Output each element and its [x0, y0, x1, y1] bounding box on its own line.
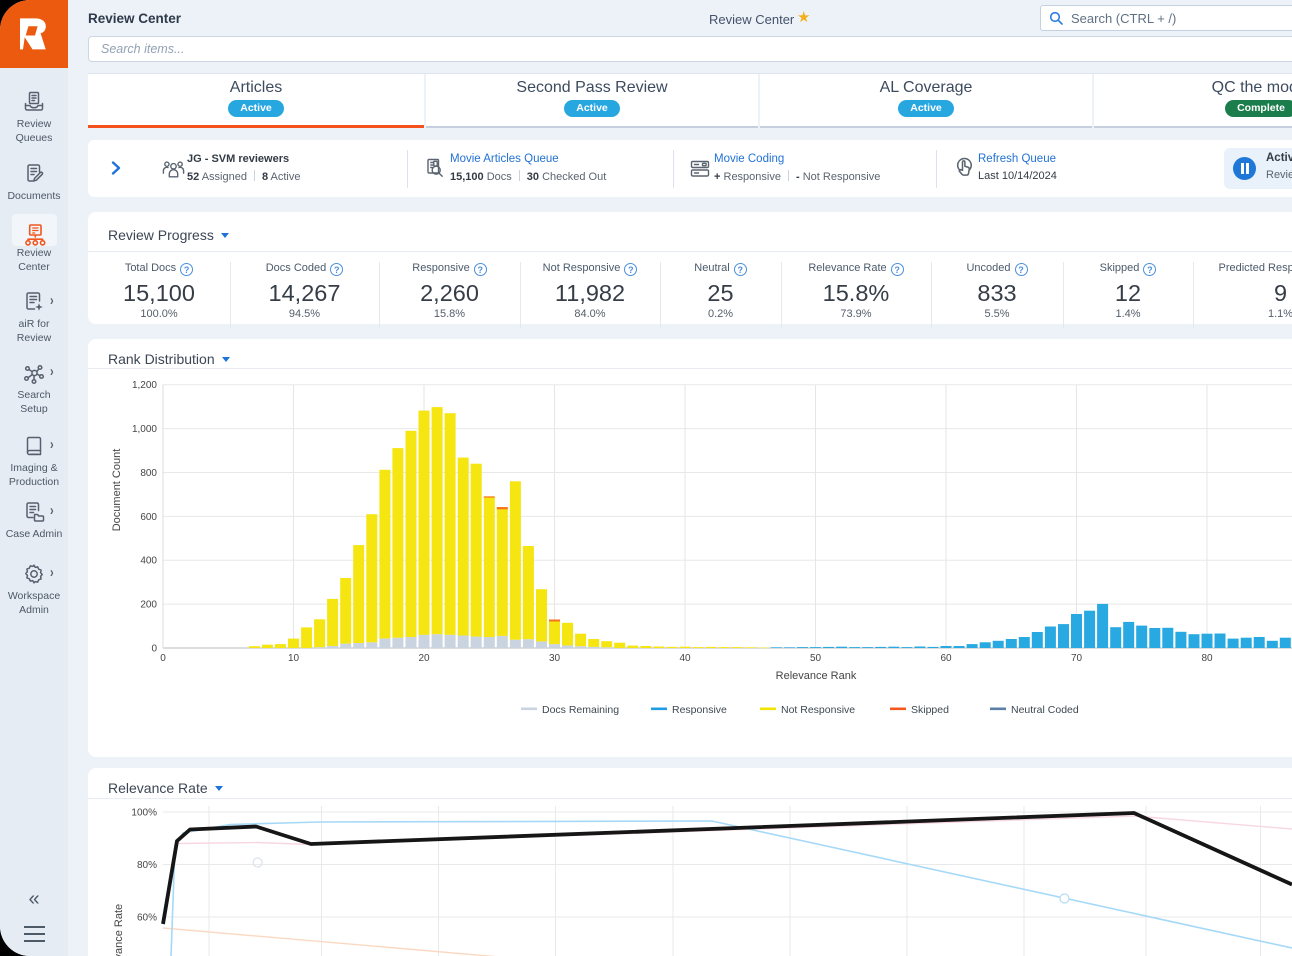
svg-text:80%: 80% — [137, 860, 157, 871]
svg-text:Responsive: Responsive — [672, 704, 727, 716]
svg-text:Relevance Rate: Relevance Rate — [113, 904, 125, 956]
svg-text:0: 0 — [160, 653, 166, 664]
svg-text:Relevance Rank: Relevance Rank — [776, 670, 857, 682]
svg-text:Skipped: Skipped — [911, 704, 949, 716]
svg-text:600: 600 — [140, 512, 157, 523]
svg-text:80: 80 — [1201, 653, 1213, 664]
svg-text:50: 50 — [810, 653, 822, 664]
svg-text:30: 30 — [549, 653, 561, 664]
svg-text:800: 800 — [140, 468, 157, 479]
svg-text:200: 200 — [140, 600, 157, 611]
svg-text:400: 400 — [140, 556, 157, 567]
svg-text:10: 10 — [288, 653, 300, 664]
svg-text:Docs Remaining: Docs Remaining — [542, 704, 619, 716]
svg-text:Not Responsive: Not Responsive — [781, 704, 855, 716]
svg-text:Neutral Coded: Neutral Coded — [1011, 704, 1079, 716]
svg-text:40: 40 — [679, 653, 691, 664]
svg-text:0: 0 — [151, 644, 157, 655]
svg-text:20: 20 — [418, 653, 430, 664]
svg-text:1,000: 1,000 — [132, 424, 157, 435]
svg-text:60%: 60% — [137, 913, 157, 924]
svg-text:1,200: 1,200 — [132, 380, 157, 391]
svg-text:100%: 100% — [131, 808, 157, 819]
svg-text:70: 70 — [1071, 653, 1083, 664]
svg-text:Document Count: Document Count — [111, 449, 123, 532]
svg-text:60: 60 — [940, 653, 952, 664]
